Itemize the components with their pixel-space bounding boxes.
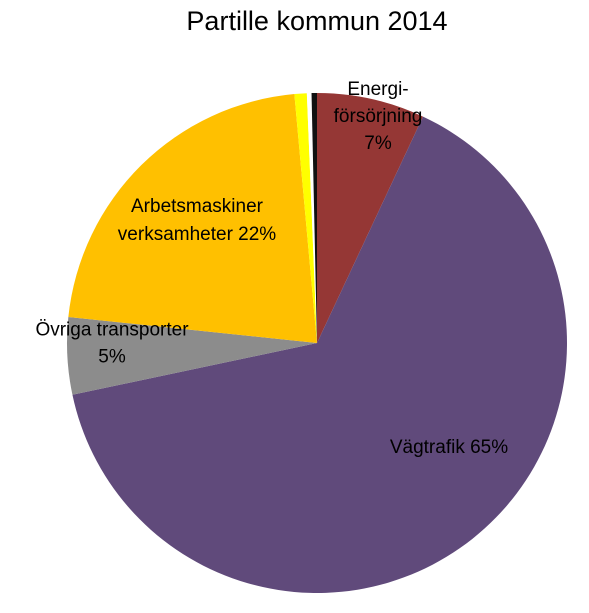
slice-label-2: Övriga transporter 5% bbox=[35, 320, 189, 368]
pie-slice-1 bbox=[72, 116, 568, 593]
slice-label-line: verksamheter 22% bbox=[118, 224, 277, 245]
slice-label-line: Arbetsmaskiner bbox=[131, 196, 264, 217]
pie-slice-4 bbox=[294, 93, 317, 344]
slice-label-line: Vägtrafik 65% bbox=[390, 437, 508, 458]
pie-slice-2 bbox=[67, 317, 317, 395]
slice-label-line: 7% bbox=[364, 133, 392, 154]
pie-slice-5 bbox=[306, 93, 317, 343]
pie-slice-6 bbox=[311, 93, 317, 343]
slice-label-line: 5% bbox=[98, 347, 126, 368]
pie-slice-3 bbox=[68, 94, 317, 343]
slice-label-line: Energi- bbox=[347, 79, 408, 100]
slice-label-line: försörjning bbox=[334, 106, 423, 127]
pie-slices bbox=[67, 93, 568, 593]
slice-label-1: Vägtrafik 65% bbox=[390, 437, 508, 458]
slice-label-line: Övriga transporter bbox=[35, 320, 189, 341]
slice-label-3: Arbetsmaskiner verksamheter 22% bbox=[118, 196, 277, 245]
chart-title: Partille kommun 2014 bbox=[186, 6, 447, 36]
slice-label-0: Energi-försörjning 7% bbox=[334, 79, 423, 154]
pie-slice-0 bbox=[317, 93, 423, 343]
pie-labels: Energi-försörjning 7% Vägtrafik 65% Övriga … bbox=[35, 79, 508, 458]
